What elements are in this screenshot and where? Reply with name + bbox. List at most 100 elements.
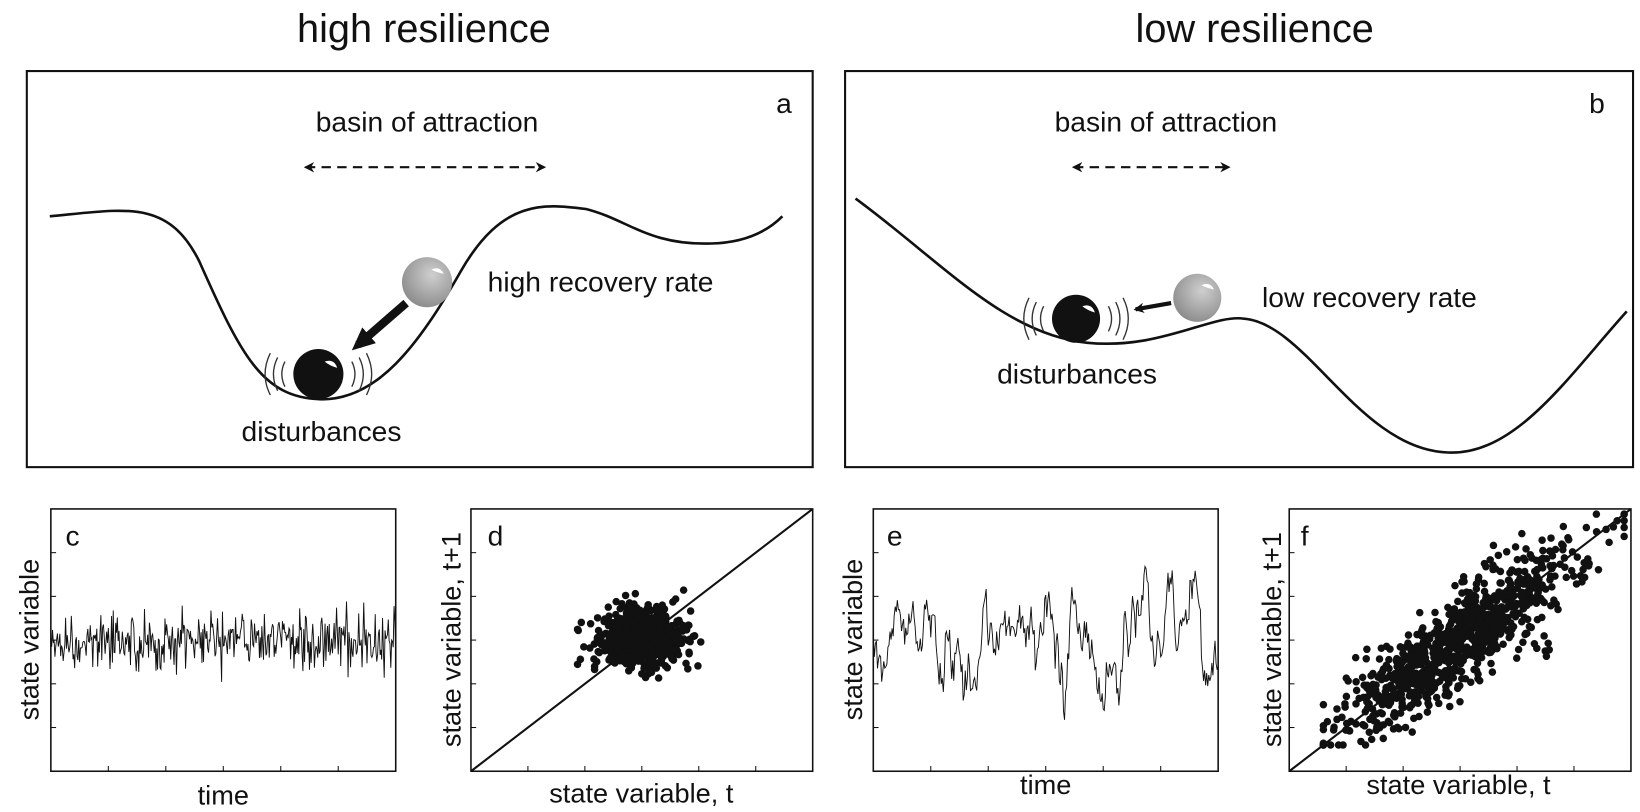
scatter-point <box>1385 664 1393 673</box>
scatter-point <box>1508 566 1516 574</box>
scatter-point <box>1383 683 1392 691</box>
scatter-point <box>1445 702 1454 711</box>
scatter-point <box>1528 554 1536 562</box>
scatter-point <box>1499 640 1507 649</box>
scatter-point <box>631 624 639 633</box>
scatter-point <box>1522 545 1530 553</box>
scatter-point <box>1549 561 1558 570</box>
scatter-point <box>1457 660 1465 668</box>
scatter-point <box>1532 599 1541 607</box>
scatter-point <box>1379 734 1388 743</box>
scatter-point <box>1505 633 1513 642</box>
scatter-point <box>1487 603 1495 611</box>
scatter-point <box>685 648 693 657</box>
scatter-point <box>1404 681 1412 689</box>
scatter-point <box>622 641 631 649</box>
scatter-point <box>1468 616 1477 625</box>
scatter-point <box>1454 682 1462 690</box>
scatter-point <box>1319 700 1328 709</box>
scatter-point <box>1405 692 1414 700</box>
scatter-point <box>1398 667 1406 676</box>
scatter-point <box>663 664 672 672</box>
scatter-point <box>1579 565 1587 574</box>
scatter-point <box>1559 522 1568 531</box>
scatter-point <box>1351 653 1360 662</box>
scatter-point <box>671 645 679 654</box>
scatter-point <box>1342 726 1350 734</box>
scatter-point <box>1482 647 1491 655</box>
scatter-point <box>1562 573 1571 582</box>
scatter-point <box>1605 538 1613 547</box>
landscape-panel: a basin of attraction high recovery rate… <box>25 70 814 469</box>
scatter-point <box>1568 548 1577 556</box>
basin-label: basin of attraction <box>316 106 539 138</box>
scatter-point <box>1450 652 1458 661</box>
scatter-point <box>1363 681 1371 689</box>
scatter-point <box>1480 579 1488 588</box>
scatter-point <box>1513 555 1522 564</box>
scatter-point <box>1444 659 1453 667</box>
series-panel: e state variable time <box>837 508 1219 800</box>
scatter-point <box>679 586 688 594</box>
scatter-point <box>1352 678 1360 686</box>
scatter-point <box>1443 651 1451 660</box>
scatter-point <box>1489 620 1498 629</box>
scatter-point <box>631 589 640 598</box>
time-series <box>872 564 1219 720</box>
scatter-point <box>1538 596 1547 605</box>
scatter-point <box>590 662 599 671</box>
scatter-point <box>1531 567 1539 576</box>
time-series <box>50 601 397 682</box>
scatter-point <box>580 643 588 651</box>
scatter-point <box>1527 623 1536 632</box>
scatter-point <box>1408 728 1416 736</box>
scatter-point <box>1380 694 1388 702</box>
series-panel: c state variable time <box>13 508 397 811</box>
y-axis-label: state variable <box>13 559 44 721</box>
scatter-point <box>1378 667 1387 676</box>
scatter-point <box>1521 630 1529 639</box>
scatter-point <box>1449 674 1458 682</box>
scatter-point <box>1446 637 1454 645</box>
scatter-point <box>630 617 639 625</box>
x-axis-label: state variable, t <box>549 778 734 809</box>
scatter-point <box>1490 639 1499 647</box>
scatter-point <box>1538 536 1546 544</box>
scatter-point <box>1342 692 1351 701</box>
scatter-point <box>1442 682 1450 691</box>
scatter-point <box>1578 578 1586 586</box>
scatter-point <box>1505 576 1513 585</box>
scatter-point <box>1620 523 1628 532</box>
scatter-point <box>1352 686 1361 695</box>
scatter-point <box>644 634 652 642</box>
scatter-point <box>1494 551 1503 560</box>
scatter-point <box>1609 523 1618 531</box>
scatter-point <box>1510 600 1519 609</box>
scatter-point <box>1505 589 1514 598</box>
scatter-point <box>1569 572 1578 580</box>
scatter-point <box>1465 588 1474 597</box>
scatter-point <box>1592 510 1601 518</box>
scatter-point <box>1426 684 1434 692</box>
scatter-point <box>623 620 632 629</box>
scatter-point <box>1431 608 1439 617</box>
scatter-point <box>1386 698 1395 707</box>
scatter-point <box>1367 671 1375 680</box>
scatter-point <box>1435 699 1443 708</box>
panel-label: f <box>1301 520 1309 552</box>
scatter-point <box>1502 618 1510 626</box>
scatter-point <box>1472 580 1481 588</box>
scatter-point <box>1461 652 1469 660</box>
recovery-label: high recovery rate <box>488 266 714 298</box>
scatter-point <box>669 598 677 606</box>
scatter-point <box>1446 644 1455 653</box>
scatter-point <box>1449 666 1458 674</box>
scatter-point <box>1341 703 1349 711</box>
scatter-point <box>1584 561 1592 569</box>
scatter-point <box>1396 643 1405 651</box>
scatter-point <box>1456 697 1464 706</box>
scatter-point <box>1458 630 1466 638</box>
scatter-point <box>668 630 677 639</box>
scatter-point <box>1457 667 1466 676</box>
